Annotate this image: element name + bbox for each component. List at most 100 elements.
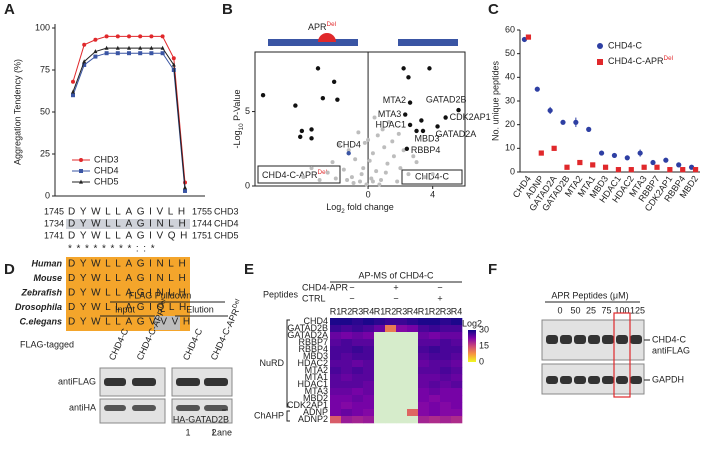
- heat-cell: [451, 402, 463, 410]
- x-axis-label: Log2 fold change: [326, 202, 394, 215]
- point: [160, 34, 165, 39]
- legend-marker: [597, 59, 603, 65]
- heat-cell: [363, 395, 375, 403]
- condition-label: CHD4-APR: [302, 282, 349, 292]
- legend-label: CHD4: [94, 165, 119, 175]
- band: [560, 376, 572, 384]
- heat-cell: [352, 339, 364, 347]
- band: [602, 376, 614, 384]
- point: [104, 45, 109, 50]
- heat-cell: [341, 332, 353, 340]
- point: [333, 176, 338, 181]
- point: [650, 159, 656, 166]
- point-label: HDAC1: [376, 119, 407, 129]
- point: [375, 133, 380, 138]
- point: [367, 158, 372, 163]
- band: [588, 376, 600, 384]
- heat-cell: [385, 346, 397, 354]
- heat-cell: [407, 374, 419, 382]
- point: [395, 179, 400, 184]
- point: [115, 51, 120, 56]
- heat-cell: [374, 402, 386, 410]
- heat-cell: [440, 374, 452, 382]
- heat-cell: [429, 353, 441, 361]
- concentration: 0: [557, 305, 562, 315]
- heat-cell: [440, 395, 452, 403]
- point: [260, 92, 266, 98]
- point: [293, 103, 298, 108]
- point: [160, 51, 165, 56]
- sequence: DYWLLAGINLH: [68, 259, 190, 270]
- heat-cell: [418, 353, 430, 361]
- point: [538, 150, 544, 156]
- point: [641, 164, 647, 170]
- heat-cell: [451, 367, 463, 375]
- point: [315, 66, 321, 71]
- heat-cell: [418, 395, 430, 403]
- seq-end: 1755: [192, 206, 212, 216]
- heat-cell: [440, 416, 452, 424]
- point: [359, 172, 364, 177]
- point: [341, 167, 346, 172]
- seq-start: 1745: [44, 206, 64, 216]
- heat-cell: [451, 339, 463, 347]
- heat-cell: [352, 325, 364, 333]
- point: [366, 137, 371, 142]
- antibody: antiHA: [69, 402, 96, 412]
- y-tick-label: 10: [505, 143, 515, 153]
- column-label: R4: [451, 306, 463, 316]
- band: [630, 376, 642, 384]
- box-label: CHD4-C: [415, 171, 450, 181]
- band: [204, 378, 228, 386]
- heat-cell: [385, 388, 397, 396]
- row-label: RBBP7: [298, 337, 328, 347]
- heat-cell: [407, 381, 419, 389]
- point: [93, 49, 98, 54]
- row-label: MTA2: [305, 365, 328, 375]
- heat-cell: [363, 360, 375, 368]
- variant-block: [154, 316, 180, 330]
- y-tick-label: 100: [35, 22, 50, 32]
- heat-cell: [451, 318, 463, 326]
- point: [299, 128, 305, 134]
- point: [71, 79, 75, 84]
- point: [404, 146, 410, 151]
- column-label: R3: [440, 306, 452, 316]
- band: [104, 378, 126, 386]
- column-label: R3: [396, 306, 408, 316]
- heat-cell: [451, 346, 463, 354]
- heat-cell: [429, 325, 441, 333]
- point: [115, 45, 120, 50]
- seq-end: 1751: [192, 230, 212, 240]
- heat-cell: [341, 416, 353, 424]
- blot-title: APR Peptides (μM): [551, 290, 628, 300]
- blot-input: Input: [115, 304, 136, 314]
- point: [298, 134, 303, 140]
- heat-cell: [363, 416, 375, 424]
- point: [82, 42, 87, 47]
- highlight: [66, 219, 190, 229]
- panel-letter: C: [488, 1, 499, 18]
- point: [372, 115, 377, 120]
- point-label: RBBP4: [411, 145, 441, 155]
- column-label: R1: [330, 306, 342, 316]
- point: [380, 127, 385, 132]
- row-label: MBD2: [303, 393, 328, 403]
- point: [346, 148, 351, 153]
- y-axis-label-part: -Log: [232, 130, 242, 148]
- heat-cell: [363, 388, 375, 396]
- heat-cell: [407, 318, 419, 326]
- point: [680, 167, 686, 173]
- sequence: DYWLLAGIVQH: [68, 231, 192, 242]
- row-label: MBD3: [303, 351, 328, 361]
- band: [132, 405, 156, 411]
- heat-cell: [374, 381, 386, 389]
- y-tick-label: 50: [40, 106, 50, 116]
- point: [183, 185, 187, 190]
- point-label: CHD4: [336, 140, 361, 150]
- heat-cell: [396, 416, 408, 424]
- apr-label-part: APR: [308, 22, 327, 32]
- heat-cell: [352, 416, 364, 424]
- heat-cell: [407, 416, 419, 424]
- row-label: ADNP: [303, 407, 328, 417]
